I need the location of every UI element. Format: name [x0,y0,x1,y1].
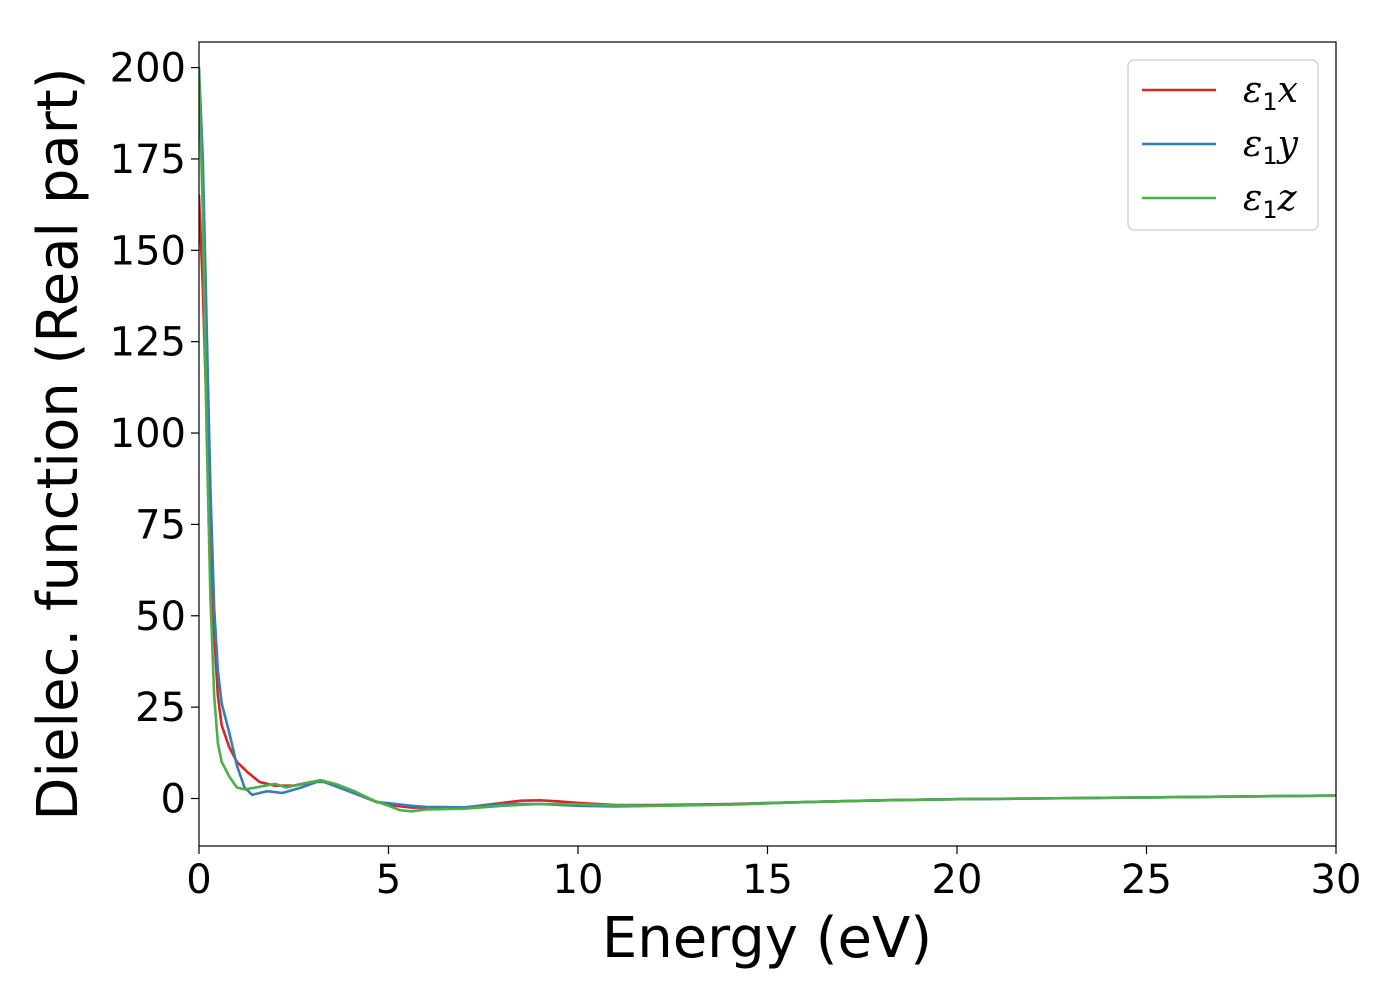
x-axis-label: Energy (eV) [602,906,932,971]
y-tick-label: 125 [110,320,186,366]
legend-symbol: ε [1243,70,1262,111]
legend-variable: y [1276,124,1299,165]
x-tick-label: 15 [742,857,793,903]
y-axis-ticks: 0 25 50 75 100 125 150 175 200 [110,46,199,822]
legend-symbol: ε [1243,178,1262,219]
x-axis-ticks: 0 5 10 15 20 25 30 [186,846,1361,903]
x-tick-label: 30 [1311,857,1362,903]
x-tick-label: 20 [932,857,983,903]
legend-symbol: ε [1243,124,1262,165]
y-tick-label: 150 [110,228,186,274]
y-tick-label: 50 [135,594,186,640]
y-tick-label: 25 [135,685,186,731]
series-line-z [199,66,1336,813]
legend-subscript: 1 [1262,196,1277,224]
legend-subscript: 1 [1262,88,1277,116]
legend-variable: z [1277,178,1298,219]
x-tick-label: 10 [553,857,604,903]
legend-subscript: 1 [1262,142,1277,170]
legend-entry-x: ε1x [1243,70,1298,116]
x-tick-label: 5 [376,857,401,903]
y-tick-label: 200 [110,46,186,92]
legend-entry-z: ε1z [1243,178,1298,224]
y-axis-label: Dielec. function (Real part) [26,67,91,820]
x-tick-label: 0 [186,857,211,903]
x-tick-label: 25 [1121,857,1172,903]
y-tick-label: 0 [161,776,186,822]
y-tick-label: 75 [135,502,186,548]
legend-box [1127,59,1319,231]
legend-entry-y: ε1y [1243,124,1299,170]
series-lines [199,66,1336,813]
y-tick-label: 100 [110,411,186,457]
legend-variable: x [1278,70,1298,111]
y-tick-label: 175 [110,137,186,183]
